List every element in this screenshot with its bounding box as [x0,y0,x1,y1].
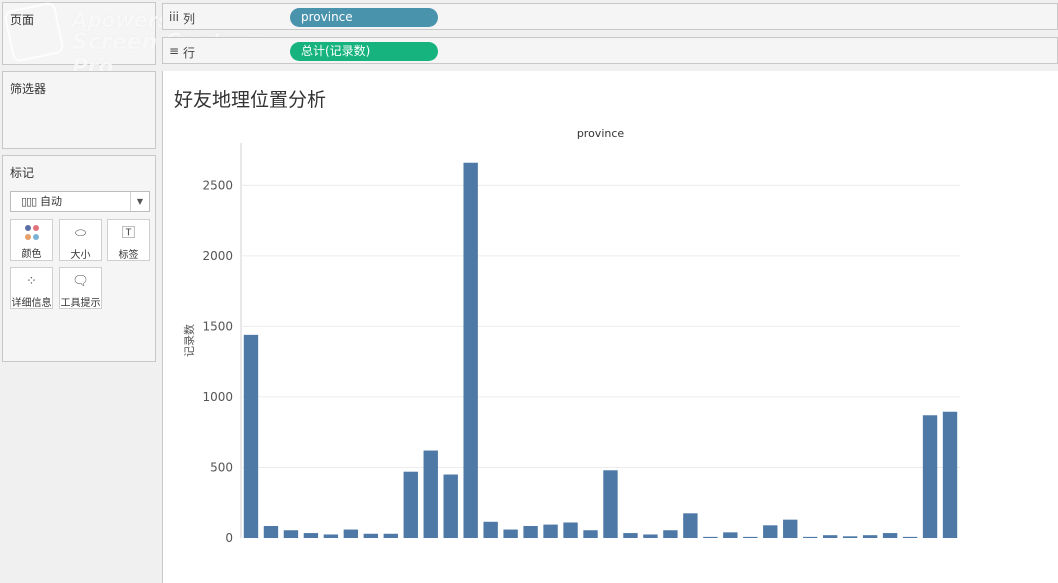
chevron-down-icon[interactable]: ▼ [130,192,149,211]
bar [463,162,478,538]
mark-type-dropdown[interactable]: ▯▯▯ 自动 ▼ [10,191,150,212]
marks-panel-title: 标记 [10,166,35,180]
bar [703,536,718,538]
bar [902,536,918,538]
bar [803,536,818,538]
bar [822,535,838,538]
rows-shelf[interactable]: ≡ 行 总计(记录数) [162,37,1058,64]
detail-dots-icon: ⁘ [26,274,37,289]
color-dots-icon [24,225,39,241]
bar [283,530,299,538]
color-button[interactable]: 颜色 [10,219,53,261]
bar [563,522,578,538]
y-tick-label: 0 [225,531,233,545]
detail-button-label: 详细信息 [11,298,52,309]
bar [623,533,638,538]
size-icon: ⬭ [74,226,87,241]
pages-panel[interactable]: 页面 [2,2,156,65]
bar [583,530,598,538]
y-tick-label: 2500 [202,178,233,192]
bar-chart: province 0 500 1000 1500 2000 2500 记录数 [183,127,960,545]
bar [343,529,359,538]
detail-button[interactable]: ⁘ 详细信息 [10,267,53,309]
x-axis-title: province [577,127,625,140]
size-button[interactable]: ⬭ 大小 [59,219,102,261]
bar [643,534,658,538]
columns-pill-province[interactable]: province [290,8,438,27]
label-button-label: 标签 [118,250,139,261]
rows-pill-count[interactable]: 总计(记录数) [290,42,438,61]
label-button[interactable]: 🅃 标签 [107,219,150,261]
size-button-label: 大小 [70,250,91,261]
bar [423,450,438,538]
pages-panel-title: 页面 [10,13,35,27]
bar [783,519,798,538]
bar-chart-icon: ▯▯▯ [21,195,37,208]
tooltip-button[interactable]: 🗨 工具提示 [59,267,102,309]
bar [543,524,558,538]
rows-shelf-label: 行 [183,46,196,60]
bar [862,535,878,538]
bar [603,470,618,538]
marks-panel: 标记 ▯▯▯ 自动 ▼ 颜色 ⬭ 大小 🅃 标签 ⁘ 详细信息 🗨 工具提示 [2,155,156,362]
tooltip-icon: 🗨 [72,274,89,289]
y-tick-label: 2000 [202,249,233,263]
worksheet-view: 好友地理位置分析 province 0 500 1000 1500 2000 2500 记录数 [162,71,1058,583]
color-button-label: 颜色 [21,249,42,260]
text-label-icon: 🅃 [121,226,135,241]
y-tick-label: 1000 [202,390,233,404]
bar [383,533,398,538]
bar [363,533,379,538]
bar [403,471,418,538]
filters-panel-title: 筛选器 [10,82,47,96]
columns-shelf-icon: iii [169,10,180,24]
mark-type-label: 自动 [40,195,62,208]
bar [842,536,858,538]
bar [323,534,339,538]
y-tick-label: 500 [210,460,233,474]
columns-shelf-label: 列 [183,12,196,26]
bar [443,474,458,538]
tooltip-button-label: 工具提示 [60,298,101,309]
bar [263,526,279,538]
rows-shelf-icon: ≡ [169,44,180,58]
bar [922,415,938,538]
bar [503,529,518,538]
bar [743,536,758,538]
y-axis-title: 记录数 [183,324,196,357]
bar [523,526,538,538]
bar [243,334,259,538]
y-tick-label: 1500 [202,319,233,333]
columns-shelf[interactable]: iii 列 province [162,3,1058,30]
bar [723,532,738,538]
bar [683,513,698,538]
sheet-title: 好友地理位置分析 [174,89,327,111]
filters-panel[interactable]: 筛选器 [2,71,156,149]
bar [942,411,958,538]
bar [763,525,778,538]
bar [663,530,678,538]
bar [483,521,498,538]
bar [303,533,319,538]
bar [882,533,898,538]
